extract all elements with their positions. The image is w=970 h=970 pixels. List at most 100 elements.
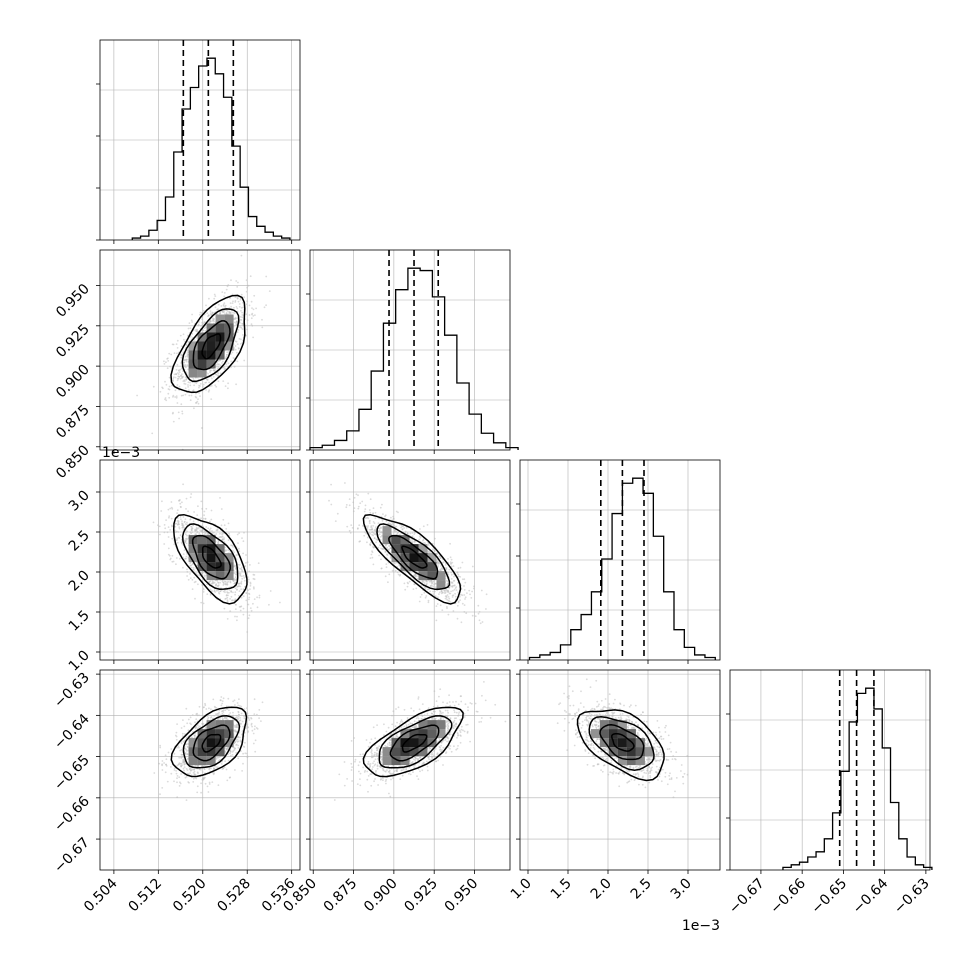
scatter-point (213, 318, 216, 320)
scatter-point (359, 502, 362, 505)
scatter-point (238, 303, 241, 305)
scatter-point (227, 580, 230, 583)
scatter-point (158, 525, 161, 528)
scatter-point (426, 588, 429, 591)
scatter-point (180, 356, 183, 359)
scatter-point (243, 577, 246, 579)
scatter-point (384, 514, 387, 517)
scatter-point (228, 312, 231, 314)
scatter-point (373, 522, 376, 525)
scatter-point (191, 531, 194, 533)
scatter-point (352, 501, 355, 504)
scatter-point (227, 594, 229, 597)
scatter-point (212, 376, 215, 378)
scatter-point (207, 372, 209, 375)
scatter-point (238, 583, 241, 585)
scatter-point (236, 286, 239, 288)
scatter-point (209, 588, 212, 591)
scatter-point (449, 561, 452, 564)
scatter-point (209, 580, 212, 583)
scatter-point (242, 301, 244, 304)
scatter-point (168, 352, 171, 355)
scatter-point (232, 599, 234, 601)
scatter-point (424, 596, 427, 599)
scatter-point (248, 304, 251, 307)
scatter-point (248, 314, 251, 316)
scatter-point (233, 312, 236, 315)
scatter-point (403, 527, 405, 529)
scatter-point (336, 512, 339, 515)
scatter-point (202, 322, 205, 325)
scatter-point (214, 306, 217, 309)
density-block (215, 341, 225, 351)
scatter-point (392, 523, 395, 526)
scatter-point (461, 602, 464, 605)
scatter-point (176, 402, 179, 404)
scatter-point (212, 317, 214, 320)
density-block (427, 571, 437, 581)
scatter-point (235, 567, 237, 569)
scatter-point (167, 547, 170, 550)
scatter-point (225, 311, 228, 314)
scatter-point (242, 552, 245, 555)
scatter-point (230, 360, 233, 363)
scatter-point (448, 597, 451, 600)
scatter-point (398, 564, 401, 567)
scatter-point (434, 590, 436, 593)
scatter-point (184, 364, 187, 366)
scatter-point (186, 351, 189, 354)
scatter-point (223, 524, 226, 527)
scatter-point (166, 531, 169, 534)
scatter-point (241, 314, 244, 316)
scatter-point (179, 557, 181, 560)
scatter-point (197, 583, 199, 586)
scatter-point (205, 389, 207, 391)
scatter-point (426, 524, 429, 526)
scatter-point (220, 704, 223, 707)
scatter-point (180, 506, 182, 508)
scatter-point (176, 520, 179, 522)
scatter-point (229, 581, 232, 584)
density-block (427, 562, 437, 572)
scatter-point (457, 575, 460, 578)
scatter-point (432, 548, 434, 551)
scatter-point (236, 331, 239, 333)
scatter-point (372, 525, 374, 527)
scatter-point (202, 329, 204, 332)
scatter-point (178, 417, 181, 420)
scatter-point (454, 592, 456, 595)
scatter-point (434, 537, 436, 540)
scatter-point (167, 526, 170, 528)
scatter-point (185, 497, 188, 500)
scatter-point (344, 482, 346, 484)
density-block (224, 314, 234, 324)
scatter-point (186, 530, 189, 533)
scatter-point (210, 509, 213, 512)
scatter-point (225, 309, 227, 312)
contour-1 (191, 534, 231, 580)
density-block (418, 562, 428, 572)
scatter-point (173, 373, 176, 376)
scatter-point (186, 750, 188, 752)
scatter-point (485, 608, 487, 610)
scatter-point (367, 525, 369, 527)
scatter-point (463, 585, 465, 587)
scatter-point (230, 590, 233, 593)
scatter-point (253, 294, 256, 297)
scatter-point (238, 550, 241, 552)
scatter-point (240, 750, 242, 752)
scatter-point (241, 328, 244, 330)
scatter-point (364, 508, 367, 511)
scatter-point (242, 575, 245, 577)
scatter-point (202, 517, 205, 520)
scatter-point (420, 593, 423, 596)
scatter-point (225, 528, 228, 530)
scatter-point (357, 527, 359, 530)
scatter-point (464, 596, 467, 599)
scatter-point (199, 311, 202, 314)
axes-frame (309, 249, 511, 451)
scatter-point (231, 302, 234, 304)
scatter-point (184, 355, 187, 358)
scatter-point (231, 351, 234, 354)
scatter-point (197, 398, 199, 401)
